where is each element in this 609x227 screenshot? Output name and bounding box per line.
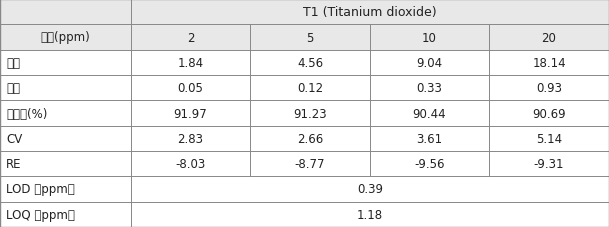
Text: RE: RE [6,158,21,170]
Text: 2.83: 2.83 [178,132,203,145]
Text: 20: 20 [541,31,557,44]
Text: 2: 2 [187,31,194,44]
Bar [0,151,609,177]
Text: 0.12: 0.12 [297,82,323,95]
Text: 5.14: 5.14 [536,132,562,145]
Bar [0,25,609,50]
Text: 0.93: 0.93 [536,82,562,95]
Text: T1 (Titanium dioxide): T1 (Titanium dioxide) [303,6,437,19]
Bar [0,202,609,227]
Text: 1.18: 1.18 [357,208,383,221]
Text: 9.04: 9.04 [417,57,442,69]
Text: 1.84: 1.84 [178,57,203,69]
Text: 90.69: 90.69 [532,107,566,120]
Text: CV: CV [6,132,23,145]
Text: 0.39: 0.39 [357,183,383,196]
Text: 오차: 오차 [6,82,20,95]
Text: -8.03: -8.03 [175,158,206,170]
Text: 0.33: 0.33 [417,82,442,95]
Text: 91.23: 91.23 [293,107,327,120]
Text: 0.05: 0.05 [178,82,203,95]
Text: 3.61: 3.61 [417,132,442,145]
Text: 5: 5 [306,31,314,44]
Text: -9.56: -9.56 [414,158,445,170]
Text: LOQ （ppm）: LOQ （ppm） [6,208,75,221]
Text: 91.97: 91.97 [174,107,208,120]
Text: LOD （ppm）: LOD （ppm） [6,183,75,196]
Bar [0,177,609,202]
Bar [0,0,131,25]
Text: 2.66: 2.66 [297,132,323,145]
Text: -9.31: -9.31 [533,158,565,170]
Text: -8.77: -8.77 [295,158,325,170]
Text: 회수율(%): 회수율(%) [6,107,48,120]
Text: 4.56: 4.56 [297,57,323,69]
Text: 18.14: 18.14 [532,57,566,69]
Text: 평균: 평균 [6,57,20,69]
Bar [131,0,609,25]
Bar [0,126,609,151]
Text: 10: 10 [422,31,437,44]
Bar [0,50,609,76]
Text: 농도(ppm): 농도(ppm) [41,31,90,44]
Bar [0,101,609,126]
Bar [0,76,609,101]
Text: 90.44: 90.44 [412,107,446,120]
